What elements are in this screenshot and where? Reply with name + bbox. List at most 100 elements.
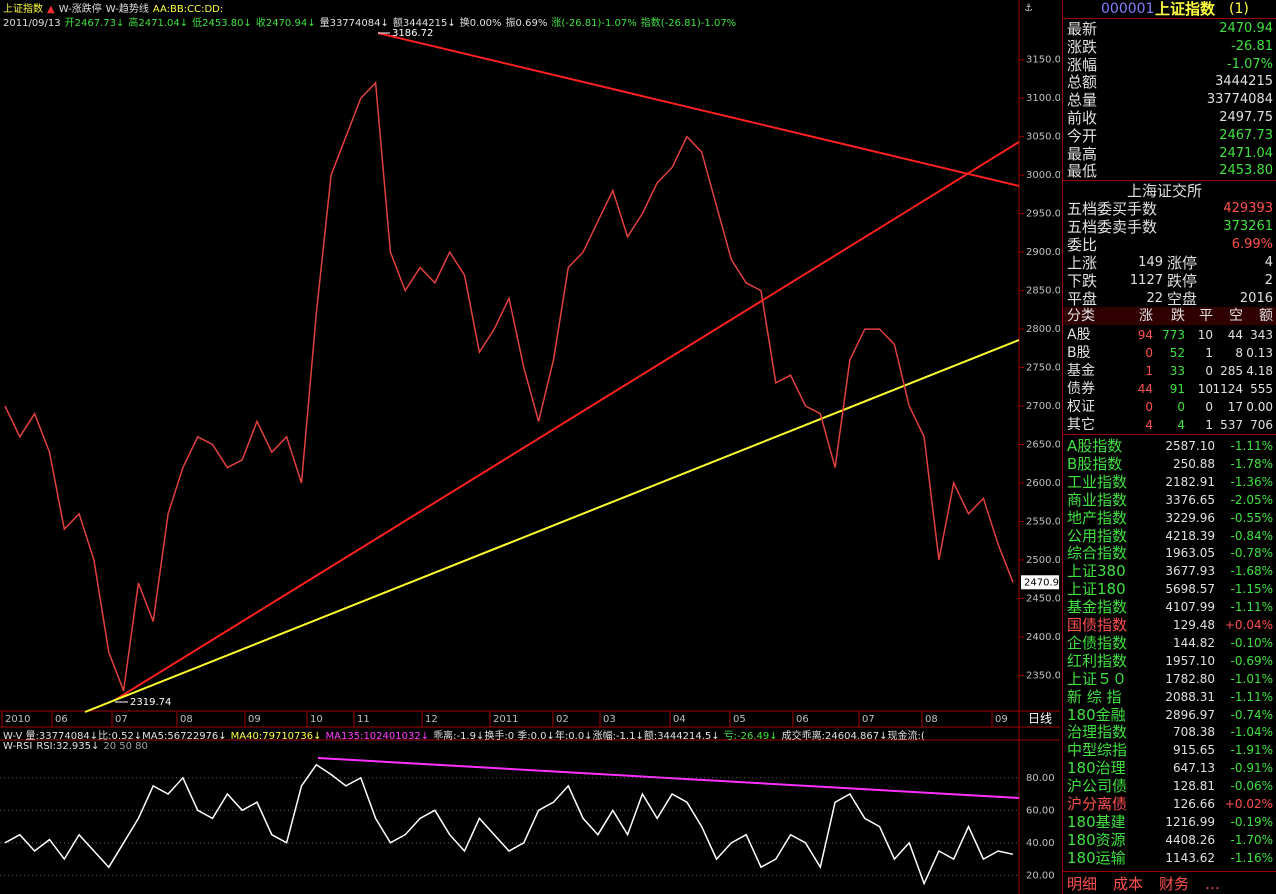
quote-value: 33774084 bbox=[1206, 92, 1273, 108]
order-label: 五档委卖手数 bbox=[1067, 218, 1158, 236]
index-name: 工业指数 bbox=[1067, 472, 1128, 491]
table-cell: 债券 bbox=[1067, 381, 1095, 397]
x-tick-label: 09 bbox=[248, 714, 261, 725]
table-cell: 0 bbox=[1145, 400, 1153, 414]
rsi-value: RSI:32.935↓ bbox=[36, 741, 100, 752]
table-cell: 0 bbox=[1205, 400, 1213, 414]
index-change: -1.11% bbox=[1230, 689, 1273, 704]
quote-value: -1.07% bbox=[1227, 56, 1273, 72]
index-value: 2182.91 bbox=[1165, 474, 1215, 489]
stock-suffix: (1) bbox=[1229, 1, 1249, 17]
separator bbox=[1063, 180, 1276, 181]
table-cell: 0.13 bbox=[1246, 346, 1273, 360]
tab[interactable]: 成本 bbox=[1113, 875, 1144, 893]
stat-label: 下跌 bbox=[1067, 272, 1098, 290]
x-tick-label: 10 bbox=[310, 714, 323, 725]
table-cell: 4.18 bbox=[1246, 364, 1273, 378]
index-name: 商业指数 bbox=[1067, 490, 1128, 509]
arrow-icon: ▲ bbox=[47, 4, 55, 15]
index-value: 1957.10 bbox=[1165, 653, 1215, 668]
table-cell: 33 bbox=[1169, 364, 1185, 378]
table-header: 跌 bbox=[1171, 308, 1185, 324]
table-cell: 1124 bbox=[1212, 382, 1243, 396]
index-name: 180资源 bbox=[1067, 830, 1126, 849]
index-name: B股指数 bbox=[1067, 454, 1123, 473]
quote-label: 最新 bbox=[1067, 20, 1098, 38]
order-value: 6.99% bbox=[1231, 237, 1273, 252]
stock-name: 上证指数 bbox=[1155, 0, 1216, 18]
x-tick-label: 03 bbox=[603, 714, 616, 725]
index-name: 治理指数 bbox=[1067, 723, 1128, 742]
x-tick-label: 06 bbox=[796, 714, 809, 725]
anchor-icon: ⚓ bbox=[1024, 3, 1033, 14]
index-change: -0.78% bbox=[1230, 546, 1273, 561]
series-line bbox=[4, 81, 1014, 692]
index-value: 2896.97 bbox=[1165, 707, 1215, 722]
x-tick-label: 05 bbox=[733, 714, 746, 725]
y-tick-label: 2650.0 bbox=[1026, 439, 1060, 450]
table-cell: 权证 bbox=[1067, 399, 1095, 415]
index-value: 647.13 bbox=[1173, 761, 1215, 776]
quote-item: 2011/09/13 bbox=[3, 18, 61, 29]
quote-item: 低2453.80↓ bbox=[192, 18, 252, 29]
period-label: 日线 bbox=[1028, 712, 1052, 726]
table-cell: 0 bbox=[1177, 400, 1185, 414]
y-tick-label: 2750.0 bbox=[1026, 363, 1060, 374]
index-name: 企债指数 bbox=[1067, 633, 1128, 652]
y-tick-label: 80.00 bbox=[1026, 773, 1055, 784]
index-change: -0.84% bbox=[1230, 528, 1273, 543]
y-tick-label: 3150.0 bbox=[1026, 55, 1060, 66]
index-name: 新 综 指 bbox=[1067, 687, 1122, 706]
indicator-item: 亏:-26.49↓ bbox=[723, 731, 778, 742]
table-cell: B股 bbox=[1067, 345, 1091, 361]
series-line bbox=[4, 763, 1014, 886]
index-value: 5698.57 bbox=[1165, 582, 1215, 597]
stat-value: 22 bbox=[1146, 291, 1163, 306]
index-name: 上证180 bbox=[1067, 580, 1126, 599]
index-change: -1.70% bbox=[1230, 832, 1273, 847]
tab[interactable]: 财务 bbox=[1159, 875, 1190, 893]
index-change: -1.01% bbox=[1230, 671, 1273, 686]
index-change: -1.68% bbox=[1230, 564, 1273, 579]
index-change: -1.16% bbox=[1230, 850, 1273, 865]
table-cell: 基金 bbox=[1067, 363, 1095, 379]
quote-value: 2470.94 bbox=[1219, 21, 1273, 36]
quote-label: 涨幅 bbox=[1067, 55, 1098, 74]
table-cell: 537 bbox=[1220, 418, 1243, 432]
order-value: 429393 bbox=[1223, 201, 1273, 216]
index-change: -1.11% bbox=[1230, 439, 1273, 453]
index-name: 基金指数 bbox=[1067, 598, 1128, 617]
annotation: 2319.74 bbox=[130, 697, 171, 708]
tool[interactable]: W-涨跌停 bbox=[58, 4, 102, 15]
table-cell: 555 bbox=[1250, 382, 1273, 396]
tab[interactable]: … bbox=[1205, 875, 1220, 893]
table-cell: 773 bbox=[1162, 328, 1185, 342]
index-change: -1.78% bbox=[1230, 456, 1273, 471]
index-value: 1143.62 bbox=[1165, 850, 1215, 865]
tool[interactable]: W-趋势线 bbox=[105, 4, 149, 15]
exchange: 上海证交所 bbox=[1127, 182, 1203, 200]
table-cell: 0.00 bbox=[1246, 400, 1273, 414]
y-tick-label: 3100.0 bbox=[1026, 93, 1060, 104]
table-cell: 706 bbox=[1250, 418, 1273, 432]
stat-value: 2016 bbox=[1239, 291, 1273, 306]
index-name: 180运输 bbox=[1067, 848, 1126, 867]
table-cell: A股 bbox=[1067, 327, 1091, 343]
quote-item: 换0.00% bbox=[459, 18, 502, 29]
quote-panel: 000001 上证指数 (1) 最新 2470.94 涨跌 -26.81 涨幅 -1.07% 总额… bbox=[1062, 0, 1276, 894]
index-name: 上证380 bbox=[1067, 562, 1126, 581]
y-tick-label: 2450.0 bbox=[1026, 593, 1060, 604]
index-change: -1.36% bbox=[1230, 474, 1273, 489]
index-name: 综合指数 bbox=[1067, 544, 1128, 563]
price-tag-label: 2470.9 bbox=[1024, 577, 1059, 588]
indicator-item: 成交乖离:24604.867↓现金流:( bbox=[781, 731, 925, 742]
index-change: -0.19% bbox=[1230, 814, 1273, 829]
header-line: 上证指数 ▲ W-涨跌停 W-趋势线 AA:BB:CC:DD: bbox=[3, 0, 227, 15]
x-tick-label: 07 bbox=[115, 714, 128, 725]
index-change: +0.02% bbox=[1224, 797, 1273, 811]
x-tick-label: 2010 bbox=[5, 714, 30, 725]
table-header: 涨 bbox=[1139, 308, 1153, 324]
index-change: -0.74% bbox=[1230, 707, 1273, 722]
tab[interactable]: 明细 bbox=[1067, 875, 1098, 893]
table-cell: 4 bbox=[1177, 418, 1185, 432]
